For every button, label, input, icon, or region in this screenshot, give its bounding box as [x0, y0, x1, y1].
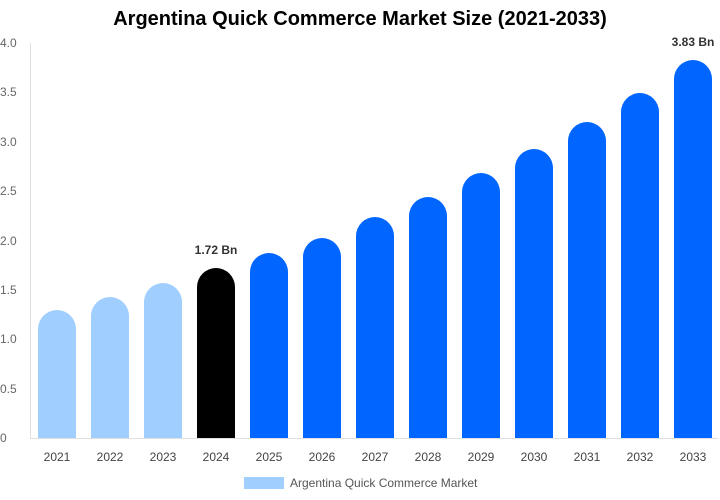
x-tick-label: 2030: [520, 450, 548, 464]
bar-2022[interactable]: [91, 296, 129, 438]
bar-2021[interactable]: [38, 309, 76, 438]
y-tick-label: 3.0: [0, 134, 17, 149]
bar-2025[interactable]: [250, 253, 288, 438]
bar-2032[interactable]: [621, 93, 659, 438]
x-tick-label: 2029: [467, 450, 495, 464]
bar-2027[interactable]: [356, 216, 394, 438]
y-tick-label: 1.5: [0, 282, 17, 297]
data-label: 3.83 Bn: [671, 34, 715, 49]
bar-2028[interactable]: [409, 197, 447, 438]
x-tick-label: 2022: [96, 450, 124, 464]
x-tick-label: 2021: [43, 450, 71, 464]
x-tick-label: 2024: [202, 450, 230, 464]
x-tick-label: 2025: [255, 450, 283, 464]
y-axis-line: [30, 43, 31, 439]
x-tick-label: 2028: [414, 450, 442, 464]
bar-2024[interactable]: [197, 268, 235, 438]
x-tick-label: 2032: [626, 450, 654, 464]
y-tick-label: 2.5: [0, 184, 17, 199]
bar-2030[interactable]: [515, 148, 553, 438]
legend-swatch: [244, 477, 284, 489]
x-axis-line: [30, 438, 718, 439]
y-tick-label: 0: [0, 431, 7, 445]
bar-2026[interactable]: [303, 237, 341, 438]
chart-title: Argentina Quick Commerce Market Size (20…: [113, 8, 607, 30]
y-tick-label: 0.5: [0, 381, 17, 396]
y-tick-label: 2.0: [0, 233, 17, 248]
y-tick-label: 4.0: [0, 36, 17, 50]
data-label: 1.72 Bn: [194, 243, 238, 258]
legend[interactable]: Argentina Quick Commerce Market: [244, 476, 477, 490]
x-tick-label: 2031: [573, 450, 601, 464]
bar-2023[interactable]: [144, 282, 182, 438]
y-tick-label: 3.5: [0, 85, 17, 100]
x-tick-label: 2033: [679, 450, 707, 464]
x-tick-label: 2027: [361, 450, 389, 464]
bar-2031[interactable]: [568, 122, 606, 438]
bar-2033[interactable]: [674, 59, 712, 438]
legend-label: Argentina Quick Commerce Market: [290, 476, 478, 490]
bar-2029[interactable]: [462, 173, 500, 438]
x-tick-label: 2026: [308, 450, 336, 464]
x-tick-label: 2023: [149, 450, 177, 464]
y-tick-label: 1.0: [0, 332, 17, 347]
